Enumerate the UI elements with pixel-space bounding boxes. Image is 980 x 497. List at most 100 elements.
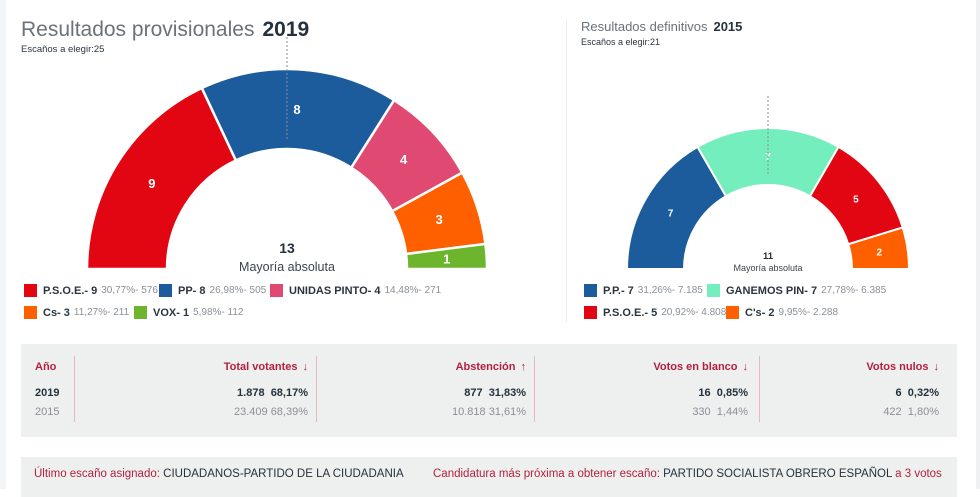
last-seat-value: CIUDADANOS-PARTIDO DE LA CIUDADANIA: [163, 468, 404, 480]
total-voters-header[interactable]: Total votantes ↓: [224, 361, 308, 373]
scrollbar-track[interactable]: [976, 0, 980, 489]
seat-segment-c-s[interactable]: [847, 226, 911, 270]
legend-party: C's- 2: [745, 306, 775, 319]
chart-2015: 7752: [625, 96, 911, 270]
legend-item[interactable]: P.S.O.E.- 5 20,92%- 4.808: [584, 306, 726, 319]
panel-divider: [566, 20, 567, 323]
legend-item[interactable]: VOX- 1 5,98%- 112: [134, 306, 243, 319]
legend-party: GANEMOS PIN- 7: [726, 284, 818, 297]
count: 330: [692, 406, 711, 418]
header-label: Votos en blanco: [653, 361, 738, 373]
null-votes-2019: 6 0,32%: [896, 387, 939, 399]
percent: 31,83%: [488, 387, 526, 399]
seat-count-label: 1: [443, 252, 450, 267]
legend-swatch: [584, 306, 597, 319]
percent: 0,32%: [907, 387, 939, 399]
blank-votes-header[interactable]: Votos en blanco ↓: [653, 361, 748, 373]
stats-column-abstention: Abstención ↑ 877 31,83% 10.818 31,61%: [317, 344, 535, 437]
count: 877: [464, 387, 483, 399]
legend-party: Cs- 3: [43, 306, 70, 319]
legend-stat: 26,98%- 505: [209, 285, 267, 296]
percent: 31,61%: [488, 406, 526, 418]
stats-column-null-votes: Votos nulos ↓ 6 0,32% 422 1,80%: [760, 344, 957, 437]
next-candidate-info: Candidatura más próxima a obtener escaño…: [433, 468, 942, 480]
right-seats-to-elect: Escaños a elegir:21: [581, 37, 660, 47]
legend-swatch: [270, 284, 283, 297]
legend-item[interactable]: P.S.O.E.- 9 30,77%- 576: [24, 284, 158, 297]
legend-party: P.S.O.E.- 9: [43, 284, 98, 297]
legend-item[interactable]: GANEMOS PIN- 7 27,78%- 6.385: [707, 284, 886, 297]
majority-number-2015: 11: [763, 251, 774, 262]
right-title-text: Resultados definitivos: [581, 19, 708, 34]
seats-label: Escaños a elegir:: [21, 44, 94, 55]
legend-swatch: [159, 284, 172, 297]
legend-stat: 14,48%- 271: [384, 285, 442, 296]
chart-2019: 9 8 4 3 1: [85, 37, 489, 271]
legend-party: P.S.O.E.- 5: [603, 306, 658, 319]
legend-party: VOX- 1: [153, 306, 190, 319]
majority-label-2015: Mayoría absoluta: [733, 263, 802, 273]
legend-swatch: [134, 306, 147, 319]
left-title-year: 2019: [262, 18, 310, 41]
seat-count-label: 9: [148, 176, 155, 191]
right-panel-title: Resultados definitivos 2015: [581, 19, 742, 34]
left-title-text: Resultados provisionales: [21, 18, 255, 41]
null-votes-2015: 422 1,80%: [883, 406, 939, 418]
percent: 68,17%: [270, 387, 308, 399]
count: 10.818: [451, 406, 486, 418]
seat-count-label: 8: [293, 102, 300, 117]
percent: 0,85%: [716, 387, 748, 399]
total-voters-2019: 1.878 68,17%: [237, 387, 308, 399]
legend-item[interactable]: Cs- 3 11,27%- 211: [24, 306, 129, 319]
header-label: Total votantes: [223, 361, 298, 373]
percent: 68,39%: [270, 406, 308, 418]
seat-segment-vox[interactable]: [404, 242, 489, 271]
column-divider: [74, 356, 75, 422]
arrow-down-icon: ↓: [302, 361, 309, 373]
null-votes-header[interactable]: Votos nulos ↓: [866, 361, 939, 373]
count: 1.878: [237, 387, 265, 399]
next-candidate-label: Candidatura más próxima a obtener escaño…: [433, 468, 660, 480]
percent: 1,44%: [716, 406, 748, 418]
abstention-header[interactable]: Abstención ↑: [456, 361, 526, 373]
seat-count-label: 7: [668, 208, 674, 219]
left-seats-to-elect: Escaños a elegir:25: [21, 44, 104, 55]
abstention-2015: 10.818 31,61%: [452, 406, 526, 418]
header-label: Abstención: [455, 361, 516, 373]
seat-count-label: 2: [876, 248, 882, 259]
majority-label-2019: Mayoría absoluta: [239, 260, 335, 274]
legend-party: UNIDAS PINTO- 4: [289, 284, 381, 297]
legend-stat: 31,26%- 7.185: [637, 285, 703, 296]
percent: 1,80%: [907, 406, 939, 418]
header-label: Votos nulos: [866, 361, 929, 373]
seats-total: 21: [650, 37, 661, 47]
abstention-2019: 877 31,83%: [464, 387, 526, 399]
legend-swatch: [24, 284, 37, 297]
count: 16: [698, 387, 711, 399]
count: 23.409: [233, 406, 268, 418]
legend-swatch: [707, 284, 720, 297]
column-divider: [534, 356, 535, 422]
legend-item[interactable]: UNIDAS PINTO- 4 14,48%- 271: [270, 284, 441, 297]
legend-stat: 5,98%- 112: [193, 307, 244, 318]
year-2019: 2019: [35, 387, 60, 399]
left-panel-title: Resultados provisionales 2019: [21, 18, 309, 42]
seat-count-label: 3: [436, 212, 443, 227]
column-divider: [759, 356, 760, 422]
page-left-border: [0, 0, 6, 489]
seat-count-label: 5: [853, 194, 859, 205]
seat-segment-p-s-o-e-[interactable]: [85, 86, 238, 271]
legend-swatch: [24, 306, 37, 319]
next-candidate-margin: a 3 votos: [895, 468, 942, 480]
legend-item[interactable]: P.P.- 7 31,26%- 7.185: [584, 284, 703, 297]
stats-column-total-voters: Total votantes ↓ 1.878 68,17% 23.409 68,3…: [75, 344, 317, 437]
total-voters-2015: 23.409 68,39%: [234, 406, 308, 418]
legend-stat: 27,78%- 6.385: [821, 285, 887, 296]
right-title-year: 2015: [713, 19, 743, 34]
legend-item[interactable]: C's- 2 9,95%- 2.288: [726, 306, 838, 319]
seats-label: Escaños a elegir:: [581, 37, 651, 47]
seats-total: 25: [93, 44, 105, 55]
seat-info-bar: Último escaño asignado: CIUDADANOS-PARTI…: [21, 457, 957, 497]
count: 6: [895, 387, 902, 399]
legend-item[interactable]: PP- 8 26,98%- 505: [159, 284, 266, 297]
